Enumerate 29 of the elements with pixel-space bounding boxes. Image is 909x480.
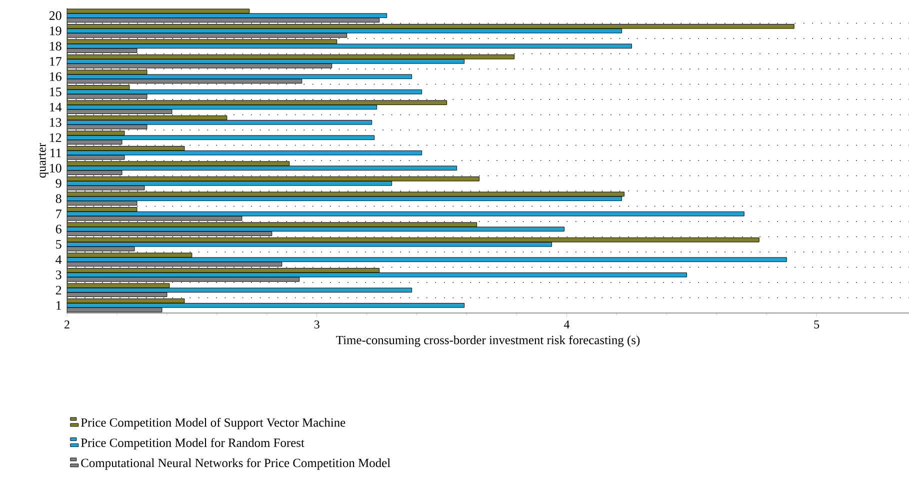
y-tick-label: 7 xyxy=(56,210,62,218)
x-tick-label: 5 xyxy=(814,320,820,328)
x-tick-label: 4 xyxy=(564,320,570,328)
legend-label: Price Competition Model of Support Vector Machine xyxy=(81,418,346,430)
y-axis-title: quarter xyxy=(38,142,48,178)
x-tick-label: 3 xyxy=(314,320,320,329)
y-tick-label: 16 xyxy=(50,72,62,81)
y-tick-label: 5 xyxy=(56,240,62,249)
y-tick-label: 12 xyxy=(50,133,62,142)
y-tick-label: 10 xyxy=(50,164,62,172)
y-tick-label: 3 xyxy=(56,270,62,280)
y-tick-label: 8 xyxy=(56,194,62,203)
legend-label: Price Competition Model for Random Forest xyxy=(81,438,304,450)
y-tick-label: 11 xyxy=(50,148,62,158)
y-tick-label: 9 xyxy=(56,179,62,188)
legend-label: Computational Neural Networks for Price Competition Model xyxy=(81,458,390,470)
y-tick-label: 1 xyxy=(56,301,62,310)
x-tick-label: 2 xyxy=(64,320,70,328)
y-tick-label: 13 xyxy=(50,118,62,127)
y-tick-label: 20 xyxy=(49,11,62,20)
y-tick-label: 6 xyxy=(56,224,62,234)
y-tick-label: 19 xyxy=(50,26,62,36)
y-tick-label: 14 xyxy=(50,102,62,112)
y-tick-label: 17 xyxy=(50,57,62,66)
y-tick-label: 4 xyxy=(56,255,62,264)
y-tick-label: 2 xyxy=(56,286,62,294)
x-axis-title: Time-consuming cross-border investment risk forecasting (s) xyxy=(336,335,640,347)
y-tick-label: 18 xyxy=(50,42,62,50)
y-tick-label: 15 xyxy=(50,88,62,96)
